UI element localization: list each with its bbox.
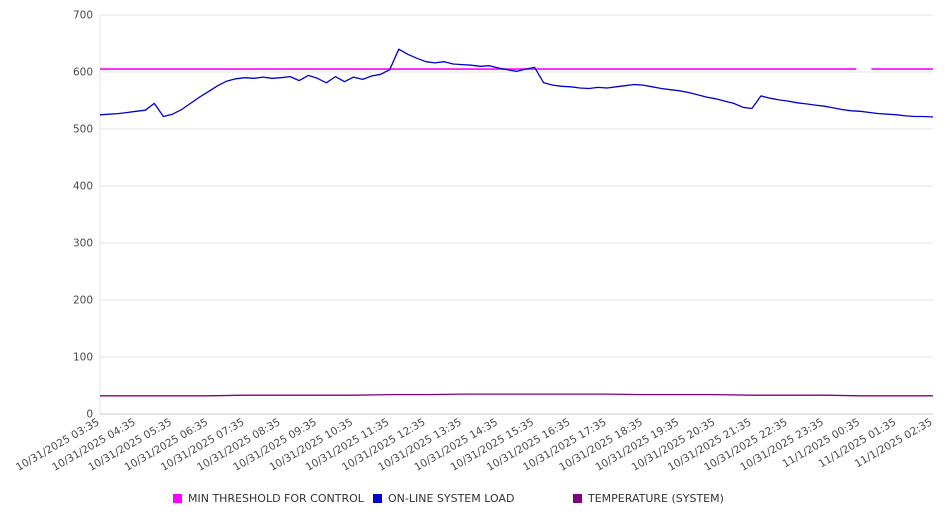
svg-text:600: 600	[73, 67, 93, 79]
legend-item-temperature[interactable]: TEMPERATURE (SYSTEM)	[573, 492, 773, 505]
svg-text:0: 0	[86, 409, 93, 421]
legend-item-min-threshold[interactable]: MIN THRESHOLD FOR CONTROL	[173, 492, 373, 505]
legend-swatch-blue	[373, 494, 382, 503]
legend-label: TEMPERATURE (SYSTEM)	[588, 492, 724, 505]
svg-text:300: 300	[73, 238, 93, 250]
svg-text:200: 200	[73, 295, 93, 307]
legend-label: MIN THRESHOLD FOR CONTROL	[188, 492, 364, 505]
svg-text:500: 500	[73, 124, 93, 136]
svg-text:700: 700	[73, 10, 93, 22]
legend-item-system-load[interactable]: ON-LINE SYSTEM LOAD	[373, 492, 573, 505]
legend-swatch-magenta	[173, 494, 182, 503]
svg-text:100: 100	[73, 352, 93, 364]
svg-text:400: 400	[73, 181, 93, 193]
chart-legend: MIN THRESHOLD FOR CONTROL ON-LINE SYSTEM…	[0, 492, 946, 505]
legend-swatch-purple	[573, 494, 582, 503]
legend-label: ON-LINE SYSTEM LOAD	[388, 492, 515, 505]
